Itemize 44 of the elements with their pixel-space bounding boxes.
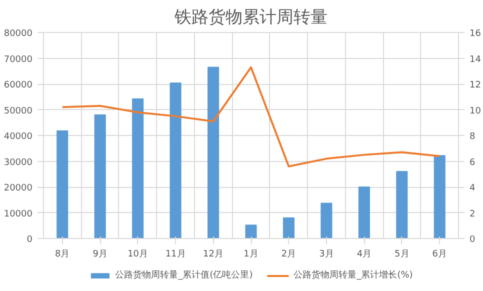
y2-tick-label: 0: [470, 235, 476, 245]
y-tick-label: 60000: [4, 80, 33, 90]
y-tick-label: 50000: [4, 106, 33, 116]
x-tick-label: 12月: [203, 250, 224, 260]
x-tick-label: 1月: [244, 250, 258, 260]
bar: [434, 155, 446, 238]
x-tick-label: 4月: [356, 250, 372, 260]
y2-tick-label: 16: [470, 29, 482, 39]
bar: [358, 186, 370, 238]
x-tick-label: 3月: [319, 250, 334, 260]
bar: [282, 217, 295, 238]
bar: [245, 224, 257, 238]
y-tick-label: 10000: [4, 209, 33, 220]
bar: [396, 171, 408, 238]
y2-tick-label: 10: [470, 106, 482, 116]
y-tick-label: 40000: [4, 132, 33, 142]
chart-title: 铁路货物累计周转量: [174, 8, 328, 28]
y-tick-label: 80000: [4, 29, 33, 39]
y-tick-label: 20000: [4, 184, 33, 194]
line-series: [61, 66, 441, 168]
x-tick-label: 9月: [92, 250, 108, 260]
y-tick-label: 0: [26, 235, 33, 245]
bar: [320, 202, 332, 238]
bar: [170, 82, 182, 238]
x-tick-label: 8月: [55, 250, 70, 260]
y2-tick-label: 8: [470, 132, 476, 142]
x-tick-label: 5月: [394, 250, 410, 260]
bar: [94, 114, 106, 238]
y-tick-label: 70000: [4, 54, 33, 65]
x-tick-label: 10月: [128, 250, 148, 260]
y2-tick-label: 2: [470, 209, 476, 220]
y2-tick-label: 14: [470, 54, 482, 65]
y2-tick-label: 12: [470, 80, 481, 90]
bar: [56, 130, 68, 238]
y2-tick-label: 4: [470, 184, 476, 194]
bar: [132, 98, 144, 238]
y-tick-label: 30000: [4, 158, 33, 168]
bar: [207, 66, 220, 238]
x-tick-label: 11月: [165, 250, 186, 260]
x-tick-label: 6月: [432, 250, 448, 260]
y2-tick-label: 6: [470, 158, 476, 168]
x-tick-label: 2月: [281, 250, 296, 260]
legend-label: 公路货物周转量_累计值(亿吨公里): [115, 269, 253, 282]
legend-label: 公路货物周转量_累计增长(%): [294, 269, 413, 282]
